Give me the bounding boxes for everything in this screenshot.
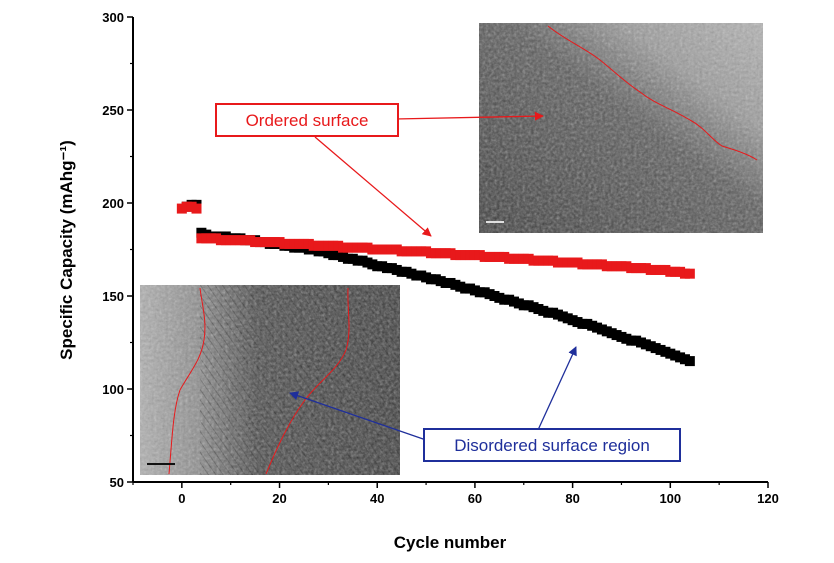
tem-inset-ordered (479, 23, 763, 233)
y-tick-label: 50 (110, 475, 124, 490)
x-tick-label: 20 (272, 491, 286, 506)
disordered-label: Disordered surface region (454, 436, 650, 455)
tem-inset-disordered (140, 285, 400, 475)
y-tick-label: 250 (102, 103, 124, 118)
x-tick-label: 100 (659, 491, 681, 506)
x-axis-title: Cycle number (394, 533, 507, 552)
y-tick-label: 200 (102, 196, 124, 211)
y-tick-label: 300 (102, 10, 124, 25)
x-tick-label: 60 (468, 491, 482, 506)
y-ticks: 50 100 150 200 250 300 (102, 10, 133, 490)
arrow-to-black-series (537, 346, 577, 431)
disordered-label-box (423, 428, 681, 462)
arrow-to-disordered-image (289, 391, 427, 441)
annotation-disordered: Disordered surface region (289, 346, 681, 462)
ordered-label: Ordered surface (246, 111, 369, 130)
series-red (176, 201, 695, 279)
boundary-line-ordered (547, 25, 758, 161)
data-point (684, 356, 695, 367)
x-tick-label: 120 (757, 491, 779, 506)
x-tick-label: 80 (565, 491, 579, 506)
y-axis-title: Specific Capacity (mAhg⁻¹) (57, 140, 76, 360)
x-tick-label: 0 (178, 491, 185, 506)
ordered-label-box (215, 103, 399, 137)
scale-bar-ordered (486, 221, 504, 223)
x-ticks: 0 20 40 60 80 100 120 (132, 482, 779, 506)
series-layer (176, 199, 695, 367)
data-point (191, 203, 202, 214)
y-tick-label: 100 (102, 382, 124, 397)
boundary-line-right (265, 287, 350, 475)
x-tick-label: 40 (370, 491, 384, 506)
boundary-line-left (168, 287, 206, 475)
annotation-ordered: Ordered surface (215, 103, 544, 237)
arrow-to-red-series (314, 136, 432, 237)
arrow-to-ordered-image (394, 111, 544, 121)
scale-bar-disordered (147, 463, 175, 465)
data-point (684, 268, 695, 279)
tem-grain-disordered (140, 285, 400, 475)
tem-grain-ordered (479, 23, 763, 233)
y-tick-label: 150 (102, 289, 124, 304)
